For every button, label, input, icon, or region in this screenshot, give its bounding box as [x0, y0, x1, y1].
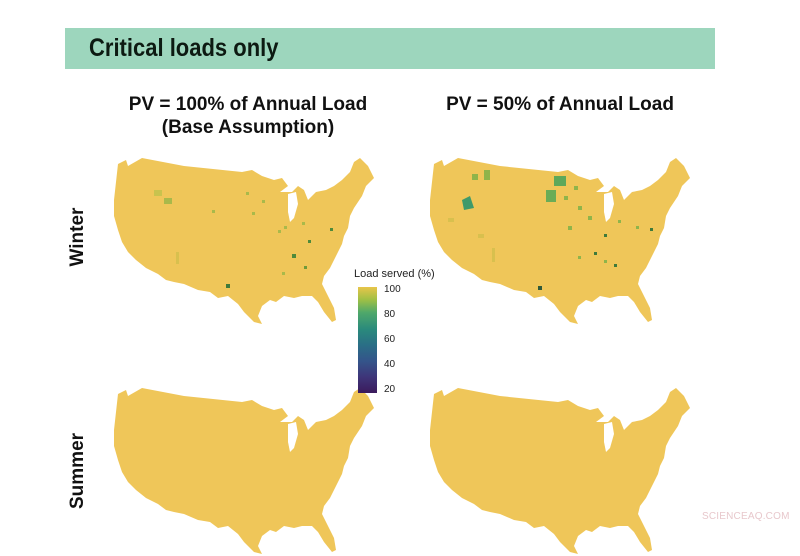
column-title-line1: PV = 100% of Annual Load — [128, 94, 368, 115]
map-winter-pv100 — [112, 156, 378, 326]
watermark: SCIENCEAQ.COM — [702, 511, 790, 522]
county-markers — [154, 190, 333, 288]
page-title: Critical loads only — [89, 34, 279, 62]
map-summer-pv100 — [112, 386, 378, 556]
map-summer-pv50 — [428, 386, 694, 556]
column-title-line2: (Base Assumption) — [161, 117, 335, 138]
column-title-line1: PV = 50% of Annual Load — [446, 94, 674, 115]
column-title-pv-50: PV = 50% of Annual Load — [430, 93, 690, 116]
legend-tick-100: 100 — [384, 284, 401, 295]
county-markers — [448, 170, 653, 290]
legend-tick-60: 60 — [384, 334, 396, 345]
map-winter-pv50 — [428, 156, 694, 326]
legend-color-bar — [358, 287, 377, 393]
colorbar-legend: Load served (%) 100 80 60 40 20 — [352, 268, 462, 398]
row-label-winter: Winter — [67, 207, 88, 267]
legend-tick-20: 20 — [384, 384, 396, 395]
column-title-pv-100: PV = 100% of Annual Load (Base Assumptio… — [112, 93, 384, 139]
legend-title: Load served (%) — [354, 268, 435, 280]
header-bar: Critical loads only — [65, 28, 715, 69]
legend-tick-40: 40 — [384, 359, 396, 370]
row-label-summer: Summer — [67, 432, 88, 509]
legend-tick-80: 80 — [384, 309, 396, 320]
